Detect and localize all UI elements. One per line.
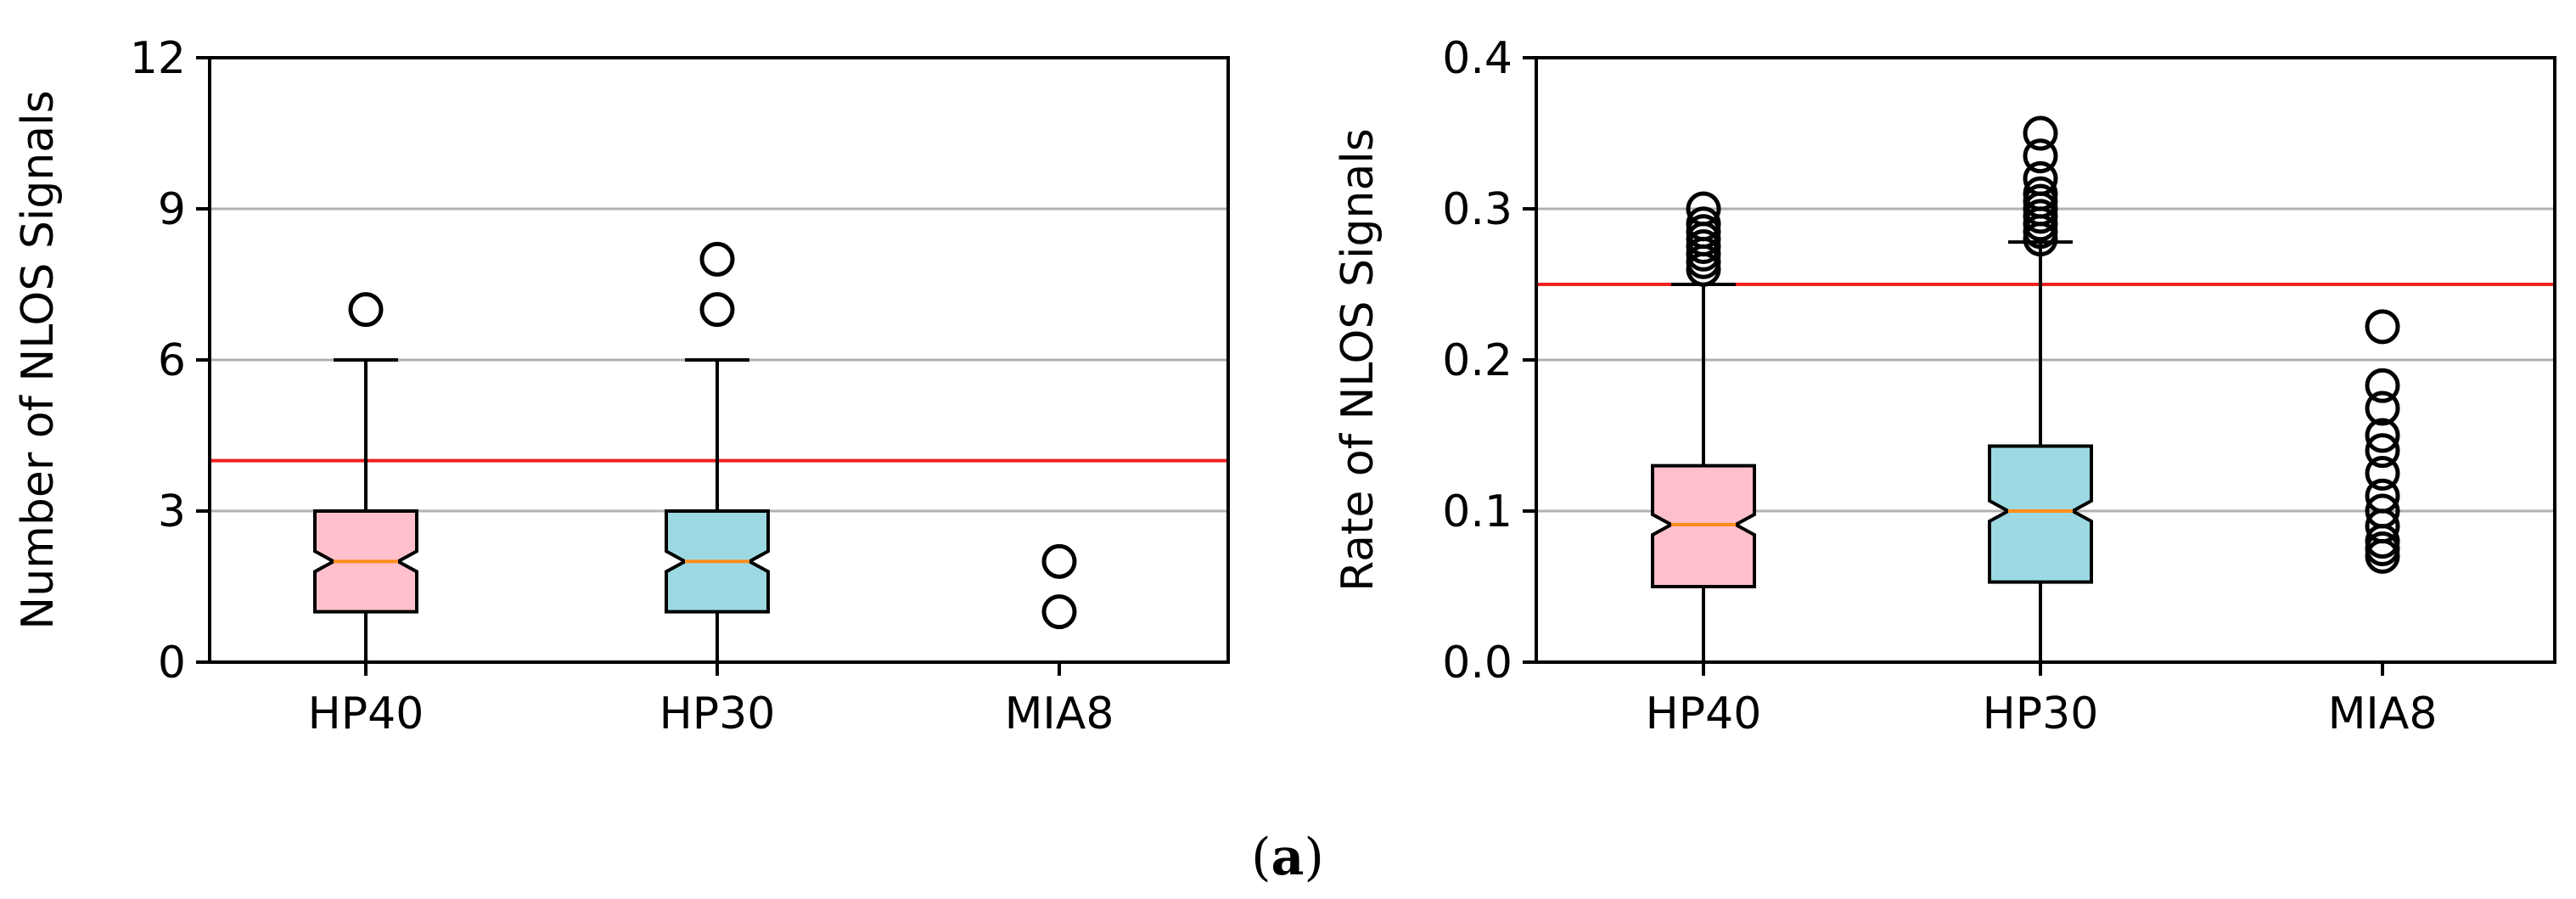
outlier-point [1041,543,1077,579]
outlier-point [1686,191,1721,227]
chart-number-of-nlos: 0 3 6 9 12 HP40 HP30 MIA8 Number of NLOS Signals [13,33,1230,739]
y-tick-label: 0.3 [1442,184,1512,235]
y-tick-label: 3 [158,486,186,537]
outlier-point [2365,433,2400,469]
outlier-point [2023,138,2058,174]
outlier-point [699,292,735,328]
y-tick-label: 0.4 [1442,33,1512,84]
y-tick-label: 0.2 [1442,335,1512,386]
x-tick-label: HP30 [659,688,776,739]
x-tick-label: MIA8 [1005,688,1114,739]
chart-rate-of-nlos: 0.0 0.1 0.2 0.3 0.4 HP40 HP30 MIA8 Rate of NLOS … [1333,33,2556,739]
outlier-point [699,241,735,277]
figure-caption: (a) [1251,828,1324,887]
outlier-point [2365,418,2400,453]
y-tick-label: 6 [158,335,186,386]
x-tick-label: MIA8 [2328,688,2438,739]
outlier-point [2365,391,2400,426]
y-tick-label: 0.1 [1442,486,1512,537]
y-tick-label: 0 [158,638,186,688]
y-tick-label: 0.0 [1442,638,1512,688]
outlier-point [2023,176,2058,211]
y-tick-label: 9 [158,184,186,235]
x-tick-label: HP30 [1983,688,2099,739]
x-tick-label: HP40 [308,688,424,739]
outlier-point [1686,206,1721,242]
outlier-point [2365,368,2400,403]
outlier-point [2365,493,2400,529]
outlier-point [2365,456,2400,491]
outlier-point [348,292,384,328]
y-axis-title: Number of NLOS Signals [13,90,64,629]
outlier-point [2365,309,2400,345]
outlier-point [2023,115,2058,151]
box [1988,444,2093,584]
y-tick-label: 12 [130,33,186,84]
x-tick-label: HP40 [1646,688,1762,739]
y-axis-title: Rate of NLOS Signals [1333,128,1383,592]
outlier-point [2023,160,2058,196]
outlier-point [1041,594,1077,630]
outlier-point [2365,478,2400,514]
